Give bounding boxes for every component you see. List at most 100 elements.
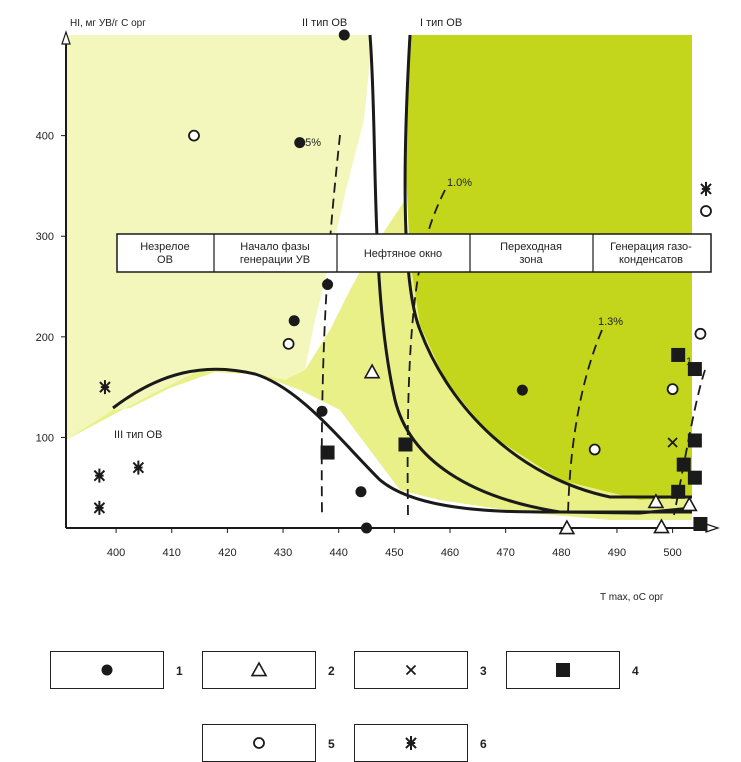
x-axis-label: T max, оС орг [600,592,664,603]
ro-line-1-3 [567,329,603,516]
x-tick-label: 480 [552,547,570,559]
y-axis-arrow [61,30,71,45]
legend-item-2 [202,651,316,689]
ro-label-1-0: 1.0% [447,177,472,189]
legend-label-3: 3 [480,664,487,678]
kerogen-label-type-ii: II тип ОВ [302,17,347,29]
kerogen-label-type-i: I тип ОВ [420,17,462,29]
point-filled-circle [338,29,350,41]
x-tick-label: 430 [274,547,292,559]
ticks: 400 410 420 430 440 450 460 470 480 490 500 100 200 3… [36,131,682,559]
data-points [93,29,712,535]
point-open-triangle [653,518,670,534]
point-filled-circle [361,522,373,534]
legend-marker-open-triangle [250,661,268,677]
point-filled-square [320,445,335,460]
legend-marker-filled-square [556,663,570,677]
zone-label-4: Переходная зона [500,241,562,266]
curve-type-ii [368,34,693,515]
y-tick-label: 300 [36,231,54,243]
point-open-circle [666,383,679,396]
legend-marker-filled-circle [101,664,113,676]
x-tick-label: 420 [218,547,236,559]
zone-label-3: Нефтяное окно [364,248,442,260]
x-tick-label: 460 [441,547,459,559]
point-filled-circle [288,315,300,327]
point-open-circle [188,129,200,142]
y-tick-label: 200 [36,332,54,344]
legend-item-4 [506,651,620,689]
point-asterisk [99,380,111,395]
point-open-circle [282,337,295,350]
point-filled-square [398,437,413,452]
point-cross [667,437,678,448]
point-open-circle [700,205,712,217]
point-asterisk [132,460,145,475]
ro-label-1-x: 1, [686,356,695,368]
point-filled-square [693,516,708,531]
point-filled-circle [355,486,367,498]
point-filled-circle [516,384,528,396]
zone-label-5: Генерация газо-конденсатов [610,241,692,266]
chart: 400 410 420 430 440 450 460 470 480 490 500 100 200 3… [36,17,720,603]
y-tick-label: 100 [36,432,54,444]
kerogen-label-type-iii: III тип ОВ [114,429,162,441]
right-strip [692,35,706,520]
x-tick-label: 400 [107,547,125,559]
legend-item-1 [50,651,164,689]
boundary-curves [112,34,693,515]
legend-item-6 [354,724,468,762]
legend-symbol [101,664,113,676]
zone-table: Незрелое ОВ Начало фазы генерации УВ Нефтяно… [116,233,712,273]
x-tick-label: 470 [496,547,514,559]
point-open-circle [694,327,707,340]
zone-label-1: Незрелое ОВ [140,241,190,266]
axes [61,30,720,533]
legend-symbol [405,664,417,676]
legend-symbol [250,661,268,677]
legend-symbol [253,737,265,749]
legend-marker-asterisk [405,736,417,750]
legend-item-3 [354,651,468,689]
zone-labels: Незрелое ОВ Начало фазы генерации УВ Нефтяно… [140,241,692,266]
point-asterisk [93,468,106,483]
point-filled-circle [316,405,328,417]
point-filled-circle [322,279,334,291]
legend-label-6: 6 [480,737,487,751]
curve-type-iii [112,367,692,514]
point-filled-square [671,484,686,499]
x-tick-label: 450 [385,547,403,559]
point-open-circle [588,443,601,456]
x-axis-arrow [705,523,720,533]
point-open-triangle [647,493,665,509]
legend-label-2: 2 [328,664,335,678]
y-tick-label: 400 [36,131,54,143]
x-tick-label: 490 [608,547,626,559]
legend-item-5 [202,724,316,762]
legend-label-5: 5 [328,737,335,751]
point-filled-square [676,457,691,472]
point-filled-square [687,433,702,448]
legend-marker-open-circle [253,737,265,749]
point-open-triangle [680,496,698,512]
legend-symbol [405,736,417,750]
point-asterisk [700,181,712,196]
legend-label-1: 1 [176,664,183,678]
point-filled-circle [294,137,306,149]
legend-symbol [556,663,570,677]
plot-background [60,35,706,528]
zone-table-frame [116,233,712,273]
x-tick-label: 440 [330,547,348,559]
ro-line-1-0 [406,189,446,516]
point-filled-square [687,362,702,377]
x-tick-label: 410 [163,547,181,559]
x-tick-label: 500 [663,547,681,559]
zone-label-2: Начало фазы генерации УВ [240,241,310,266]
ro-line-0-5 [320,134,341,516]
curve-type-i [403,34,692,499]
legend-label-4: 4 [632,664,639,678]
point-open-triangle [363,363,381,379]
point-filled-square [671,347,686,362]
y-axis-label: HI, мг УВ/г С орг [70,18,146,29]
point-filled-square [687,470,702,485]
